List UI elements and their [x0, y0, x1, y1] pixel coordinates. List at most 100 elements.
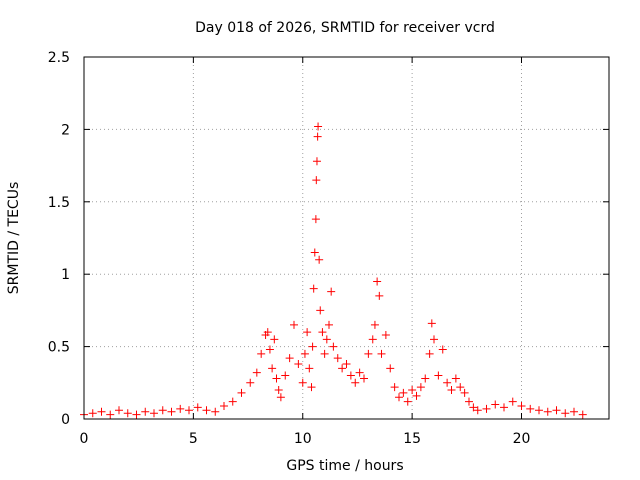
- data-point: [425, 349, 434, 358]
- data-point: [465, 397, 473, 406]
- data-point: [272, 374, 281, 383]
- y-tick-label: 2.5: [48, 50, 70, 66]
- data-point: [132, 410, 141, 419]
- data-point: [211, 407, 220, 416]
- data-point: [294, 359, 303, 368]
- y-tick-label: 0: [61, 412, 70, 428]
- data-point: [257, 349, 266, 358]
- x-tick-label: 10: [294, 431, 312, 447]
- data-point: [246, 378, 255, 387]
- data-point: [381, 331, 390, 340]
- data-point: [416, 383, 425, 392]
- data-point: [373, 277, 382, 286]
- data-point: [158, 406, 167, 415]
- data-point: [141, 407, 150, 416]
- data-point: [526, 404, 535, 413]
- data-point: [237, 388, 246, 397]
- data-point: [150, 409, 158, 418]
- x-tick-label: 0: [80, 431, 89, 447]
- data-point: [185, 406, 193, 415]
- data-point: [443, 378, 452, 387]
- chart-title: Day 018 of 2026, SRMTID for receiver vcr…: [195, 20, 495, 36]
- data-point: [123, 409, 132, 418]
- data-point: [305, 364, 314, 373]
- data-point: [338, 364, 347, 373]
- data-point: [115, 406, 123, 415]
- data-point: [311, 215, 320, 224]
- data-point: [325, 320, 333, 329]
- data-point: [451, 374, 460, 383]
- x-tick-labels: 0 5 10 15 20: [80, 431, 531, 447]
- data-point: [320, 349, 329, 358]
- data-point: [399, 388, 408, 397]
- x-tick-label: 5: [189, 431, 198, 447]
- data-point: [434, 371, 443, 380]
- data-point: [270, 335, 279, 344]
- data-point: [106, 410, 115, 419]
- data-point: [310, 248, 319, 257]
- data-point: [312, 176, 321, 185]
- data-point: [460, 388, 469, 397]
- grid: [84, 57, 609, 419]
- data-point: [327, 287, 336, 296]
- data-point: [403, 397, 412, 406]
- y-tick-label: 1.5: [48, 195, 70, 211]
- data-point: [390, 383, 399, 392]
- data-point: [342, 359, 351, 368]
- data-point: [430, 335, 438, 344]
- data-point: [368, 335, 377, 344]
- x-tick-label: 20: [513, 431, 531, 447]
- data-point: [307, 383, 316, 392]
- data-points: [80, 122, 587, 419]
- data-point: [346, 371, 355, 380]
- data-point: [412, 391, 421, 400]
- data-point: [561, 409, 570, 418]
- data-point: [228, 397, 237, 406]
- data-point: [447, 386, 456, 395]
- data-point: [364, 349, 373, 358]
- data-point: [220, 401, 228, 410]
- data-point: [316, 306, 325, 315]
- data-point: [274, 386, 283, 395]
- y-tick-label: 2: [61, 122, 70, 138]
- data-point: [315, 255, 324, 264]
- data-point: [370, 320, 379, 329]
- x-tick-label: 15: [403, 431, 421, 447]
- data-point: [408, 386, 417, 395]
- axis-ticks: [83, 56, 609, 420]
- data-point: [285, 354, 294, 363]
- data-point: [578, 410, 587, 419]
- data-point: [508, 397, 517, 406]
- data-point: [290, 320, 298, 329]
- x-axis-label: GPS time / hours: [286, 458, 403, 474]
- data-point: [308, 342, 317, 351]
- data-point: [421, 374, 430, 383]
- data-point: [427, 319, 436, 328]
- data-point: [500, 403, 508, 412]
- y-tick-labels: 0 0.5 1 1.5 2 2.5: [48, 50, 70, 428]
- data-point: [263, 328, 272, 337]
- data-point: [298, 378, 307, 387]
- data-point: [268, 364, 277, 373]
- data-point: [351, 378, 360, 387]
- data-point: [313, 132, 322, 141]
- data-point: [535, 406, 543, 415]
- data-point: [355, 368, 364, 377]
- data-point: [482, 404, 491, 413]
- y-axis-label: SRMTID / TECUs: [6, 182, 22, 295]
- data-point: [517, 401, 526, 410]
- data-point: [456, 383, 465, 392]
- data-point: [375, 291, 384, 300]
- data-point: [276, 393, 285, 402]
- data-point: [333, 354, 342, 363]
- data-point: [309, 284, 318, 293]
- data-point: [469, 403, 478, 412]
- data-point: [395, 393, 403, 402]
- data-point: [88, 409, 97, 418]
- data-point: [438, 345, 447, 354]
- data-point: [543, 407, 552, 416]
- data-point: [552, 406, 561, 415]
- y-tick-label: 0.5: [48, 340, 70, 356]
- data-point: [360, 374, 368, 383]
